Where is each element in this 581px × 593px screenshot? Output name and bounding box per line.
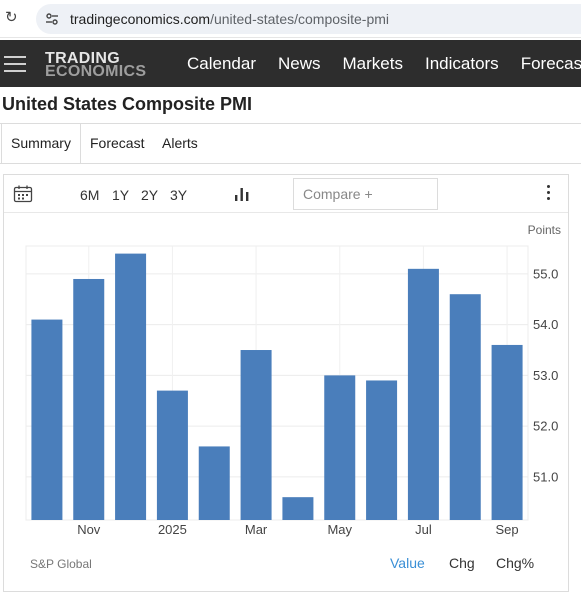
url-text[interactable]: tradingeconomics.com/united-states/compo… <box>70 11 389 27</box>
plot-frame <box>25 245 529 521</box>
bar-apr-2025[interactable] <box>282 497 314 520</box>
tab-alerts[interactable]: Alerts <box>162 135 198 151</box>
bar-feb-2025[interactable] <box>198 446 230 520</box>
calendar-icon[interactable] <box>13 185 33 203</box>
y-tick-label: 53.0 <box>533 368 558 383</box>
y-tick-label: 52.0 <box>533 419 558 434</box>
value-view-button[interactable]: Value <box>390 555 425 571</box>
bar-may-2025[interactable] <box>324 375 356 520</box>
reload-icon[interactable]: ↻ <box>5 8 18 26</box>
chart-grid <box>25 245 529 521</box>
url-domain: tradingeconomics.com <box>70 11 211 27</box>
y-tick-label: 51.0 <box>533 469 558 484</box>
tab-summary[interactable]: Summary <box>1 124 81 163</box>
x-tick-label: Nov <box>77 522 101 537</box>
browser-address-bar: ↻ tradingeconomics.com/united-states/com… <box>0 0 581 38</box>
range-3y-button[interactable]: 3Y <box>170 187 188 203</box>
site-settings-icon[interactable] <box>45 12 59 26</box>
page-title: United States Composite PMI <box>2 94 253 114</box>
x-tick-label: Jul <box>415 522 432 537</box>
x-tick-label: 2025 <box>158 522 187 537</box>
url-path: /united-states/composite-pmi <box>210 11 390 27</box>
nav-link-news[interactable]: News <box>278 54 321 73</box>
chart-bars <box>31 253 523 520</box>
nav-link-markets[interactable]: Markets <box>342 54 403 73</box>
url-bar[interactable]: tradingeconomics.com/united-states/compo… <box>36 4 581 34</box>
x-tick-label: Sep <box>496 522 519 537</box>
chg-view-button[interactable]: Chg <box>449 555 475 571</box>
compare-input[interactable]: Compare + <box>293 178 438 210</box>
bar-sep-2025[interactable] <box>491 344 523 520</box>
y-tick-label: 55.0 <box>533 266 558 281</box>
chart-labels: Points 51.0 52.0 53.0 54.0 55.0 Nov 2025 Mar May J… <box>77 223 561 537</box>
y-tick-label: 54.0 <box>533 317 558 332</box>
more-options-icon[interactable] <box>545 185 551 203</box>
bar-nov-2024[interactable] <box>73 278 105 520</box>
site-navbar: TRADING ECONOMICS Calendar News Markets Ind… <box>0 40 581 87</box>
range-6m-button[interactable]: 6M <box>80 187 100 203</box>
y-unit-label: Points <box>528 223 561 237</box>
bar-jul-2025[interactable] <box>407 268 439 520</box>
x-tick-label: Mar <box>245 522 268 537</box>
x-tick-label: May <box>327 522 352 537</box>
bar-dec-2024[interactable] <box>115 253 147 520</box>
hamburger-menu-icon[interactable] <box>4 56 26 72</box>
bar-jan-2025[interactable] <box>156 390 188 520</box>
nav-link-forecast[interactable]: Forecast <box>520 54 581 73</box>
bar-jun-2025[interactable] <box>366 380 398 520</box>
trading-economics-logo[interactable]: TRADING ECONOMICS <box>45 50 157 82</box>
range-1y-button[interactable]: 1Y <box>112 187 130 203</box>
composite-pmi-bar-chart: Points 51.0 52.0 53.0 54.0 55.0 Nov 2025 Mar May J… <box>25 223 561 537</box>
bar-oct-2024[interactable] <box>31 319 63 520</box>
data-source-label: S&P Global <box>30 557 92 571</box>
range-2y-button[interactable]: 2Y <box>141 187 159 203</box>
nav-link-calendar[interactable]: Calendar <box>187 54 256 73</box>
tabs-bar: Summary Forecast Alerts <box>0 123 581 164</box>
chart-toolbar: 6M 1Y 2Y 3Y Compare + <box>4 175 568 213</box>
bar-mar-2025[interactable] <box>240 350 272 520</box>
chg-pct-view-button[interactable]: Chg% <box>496 555 535 571</box>
chart-type-bars-icon[interactable] <box>234 186 250 202</box>
nav-link-indicators[interactable]: Indicators <box>424 54 499 73</box>
chart-card: 6M 1Y 2Y 3Y Compare + Points 51.0 52.0 53.0… <box>3 174 569 592</box>
main-nav-links: Calendar News Markets Indicators Forecast <box>187 40 581 87</box>
logo-line-2: ECONOMICS <box>45 63 147 80</box>
logo-line-1: TRADING <box>45 50 120 67</box>
tab-forecast[interactable]: Forecast <box>90 135 145 151</box>
bar-aug-2025[interactable] <box>449 294 481 520</box>
